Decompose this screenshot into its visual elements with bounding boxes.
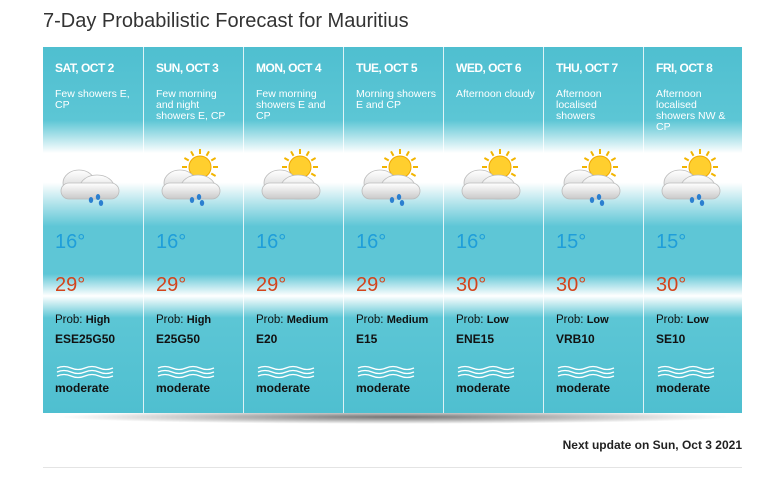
wave-icon [557, 365, 615, 379]
next-update: Next update on Sun, Oct 3 2021 [563, 438, 742, 452]
probability-value: Medium [386, 314, 429, 326]
low-temp: 15° [556, 231, 587, 253]
probability: Prob: Medium [256, 314, 328, 326]
day-description: Afternoon localised showers [556, 88, 602, 122]
panel-shadow [55, 410, 735, 424]
probability-label: Prob: [356, 314, 384, 326]
probability: Prob: Low [456, 314, 509, 326]
probability-label: Prob: [156, 314, 184, 326]
day-description: Afternoon localised showers NW & CP [656, 88, 726, 133]
day-column: SAT, OCT 2 Few showers E, CP 16° 29° Prob: H… [43, 47, 143, 413]
probability-label: Prob: [656, 314, 684, 326]
wind: E15 [356, 332, 378, 346]
day-column: THU, OCT 7 Afternoon localised showers 15°… [543, 47, 643, 413]
day-description: Afternoon cloudy [456, 88, 535, 100]
day-column: TUE, OCT 5 Morning showers E and CP 16° 29°… [343, 47, 443, 413]
sea-state: moderate [356, 381, 411, 395]
sea-state: moderate [156, 381, 211, 395]
probability: Prob: Low [556, 314, 609, 326]
next-update-label: Next update on [562, 438, 650, 452]
wind: ENE15 [456, 332, 495, 346]
weather-icon [60, 169, 120, 206]
low-temp: 16° [456, 231, 487, 253]
page-title: 7-Day Probabilistic Forecast for Mauriti… [43, 10, 409, 32]
probability-value: Low [486, 314, 509, 326]
probability: Prob: Medium [356, 314, 428, 326]
probability-value: Medium [286, 314, 329, 326]
sea-state: moderate [55, 381, 110, 395]
high-temp: 29° [356, 274, 387, 296]
wave-icon [257, 365, 315, 379]
weather-icon [561, 149, 621, 206]
day-description: Few morning and night showers E, CP [156, 88, 226, 122]
high-temp: 30° [656, 274, 687, 296]
high-temp: 29° [156, 274, 187, 296]
sea-state: moderate [456, 381, 511, 395]
day-label: SUN, OCT 3 [156, 61, 219, 75]
high-temp: 30° [456, 274, 487, 296]
probability-label: Prob: [456, 314, 484, 326]
probability-value: High [85, 314, 111, 326]
high-temp: 29° [256, 274, 287, 296]
sea-state: moderate [256, 381, 311, 395]
weather-icon [361, 149, 421, 206]
wind: E25G50 [156, 332, 201, 346]
weather-icon [461, 149, 521, 200]
wind: ESE25G50 [55, 332, 116, 346]
day-description: Morning showers E and CP [356, 88, 436, 111]
sea-state: moderate [656, 381, 711, 395]
probability-label: Prob: [55, 314, 83, 326]
high-temp: 29° [55, 274, 86, 296]
day-column: WED, OCT 6 Afternoon cloudy 16° 30° Prob: Lo… [443, 47, 543, 413]
day-description: Few showers E, CP [55, 88, 130, 111]
weather-icon [661, 149, 721, 206]
day-label: THU, OCT 7 [556, 61, 618, 75]
wind: SE10 [656, 332, 686, 346]
probability-label: Prob: [556, 314, 584, 326]
low-temp: 16° [55, 231, 86, 253]
day-column: SUN, OCT 3 Few morning and night showers … [143, 47, 243, 413]
day-label: SAT, OCT 2 [55, 61, 114, 75]
probability-value: Low [686, 314, 709, 326]
high-temp: 30° [556, 274, 587, 296]
wind: VRB10 [556, 332, 595, 346]
low-temp: 16° [156, 231, 187, 253]
low-temp: 15° [656, 231, 687, 253]
day-label: WED, OCT 6 [456, 61, 522, 75]
day-label: FRI, OCT 8 [656, 61, 713, 75]
wave-icon [457, 365, 515, 379]
wave-icon [56, 365, 114, 379]
probability: Prob: High [156, 314, 211, 326]
probability-value: Low [586, 314, 609, 326]
wind: E20 [256, 332, 278, 346]
day-description: Few morning showers E and CP [256, 88, 326, 122]
divider [43, 467, 742, 468]
probability: Prob: Low [656, 314, 709, 326]
wave-icon [357, 365, 415, 379]
probability-value: High [186, 314, 212, 326]
day-column: FRI, OCT 8 Afternoon localised showers NW… [643, 47, 743, 413]
day-label: TUE, OCT 5 [356, 61, 418, 75]
next-update-date: Sun, Oct 3 2021 [652, 438, 742, 452]
low-temp: 16° [356, 231, 387, 253]
weather-icon [161, 149, 221, 206]
day-label: MON, OCT 4 [256, 61, 322, 75]
sea-state: moderate [556, 381, 611, 395]
day-column: MON, OCT 4 Few morning showers E and CP 16… [243, 47, 343, 413]
forecast-panel: SAT, OCT 2 Few showers E, CP 16° 29° Prob: H… [43, 47, 742, 413]
weather-icon [261, 149, 321, 200]
probability-label: Prob: [256, 314, 284, 326]
wave-icon [157, 365, 215, 379]
wave-icon [657, 365, 715, 379]
probability: Prob: High [55, 314, 110, 326]
low-temp: 16° [256, 231, 287, 253]
